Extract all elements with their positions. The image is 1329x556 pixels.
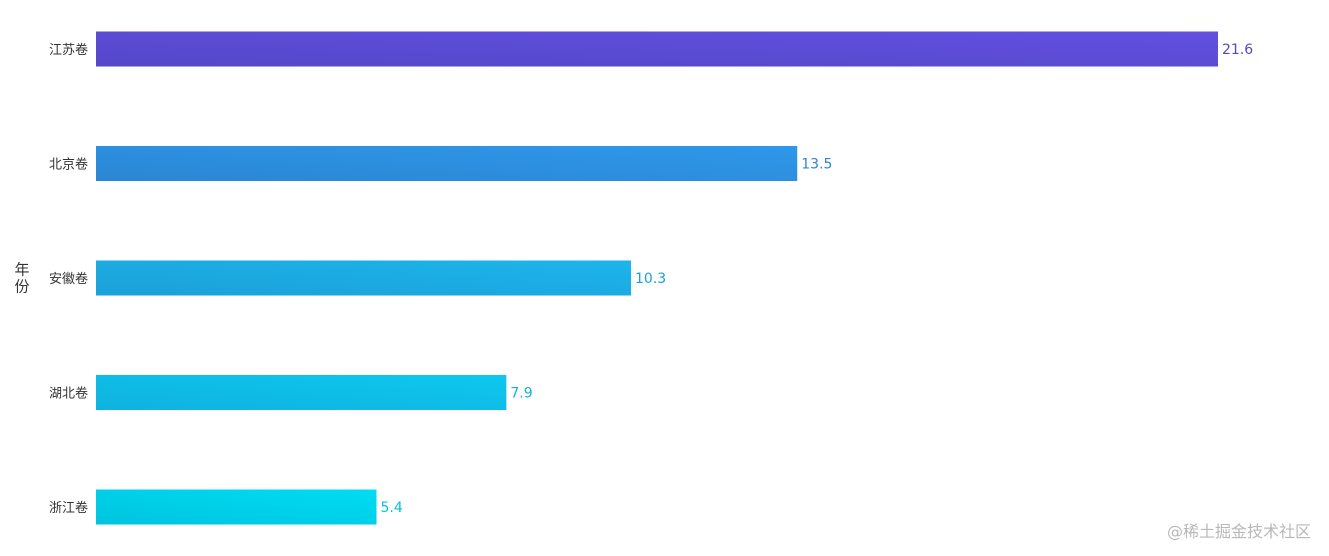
value-label: 7.9 (510, 386, 532, 402)
y-axis-label: 年份 (14, 261, 29, 296)
watermark: @稀土掘金技术社区 (1166, 522, 1311, 541)
value-label: 5.4 (381, 500, 403, 516)
bar (96, 375, 507, 410)
y-axis-label-char: 份 (14, 278, 29, 296)
value-label: 13.5 (801, 157, 832, 173)
category-label: 湖北卷 (49, 386, 88, 402)
y-axis-label-char: 年 (14, 261, 29, 279)
category-label: 江苏卷 (49, 42, 88, 58)
value-label: 21.6 (1222, 42, 1253, 58)
value-label: 10.3 (635, 271, 666, 287)
bar (96, 146, 798, 181)
category-label: 安徽卷 (49, 271, 88, 287)
category-label: 北京卷 (49, 157, 88, 173)
bar (96, 489, 377, 525)
bars-group: 江苏卷 21.6 北京卷 13.5 安徽卷 10.3 湖北卷 7.9 浙江卷 5.4 (49, 31, 1253, 525)
category-label: 浙江卷 (49, 500, 88, 516)
bar (96, 260, 632, 296)
bar (96, 31, 1218, 67)
